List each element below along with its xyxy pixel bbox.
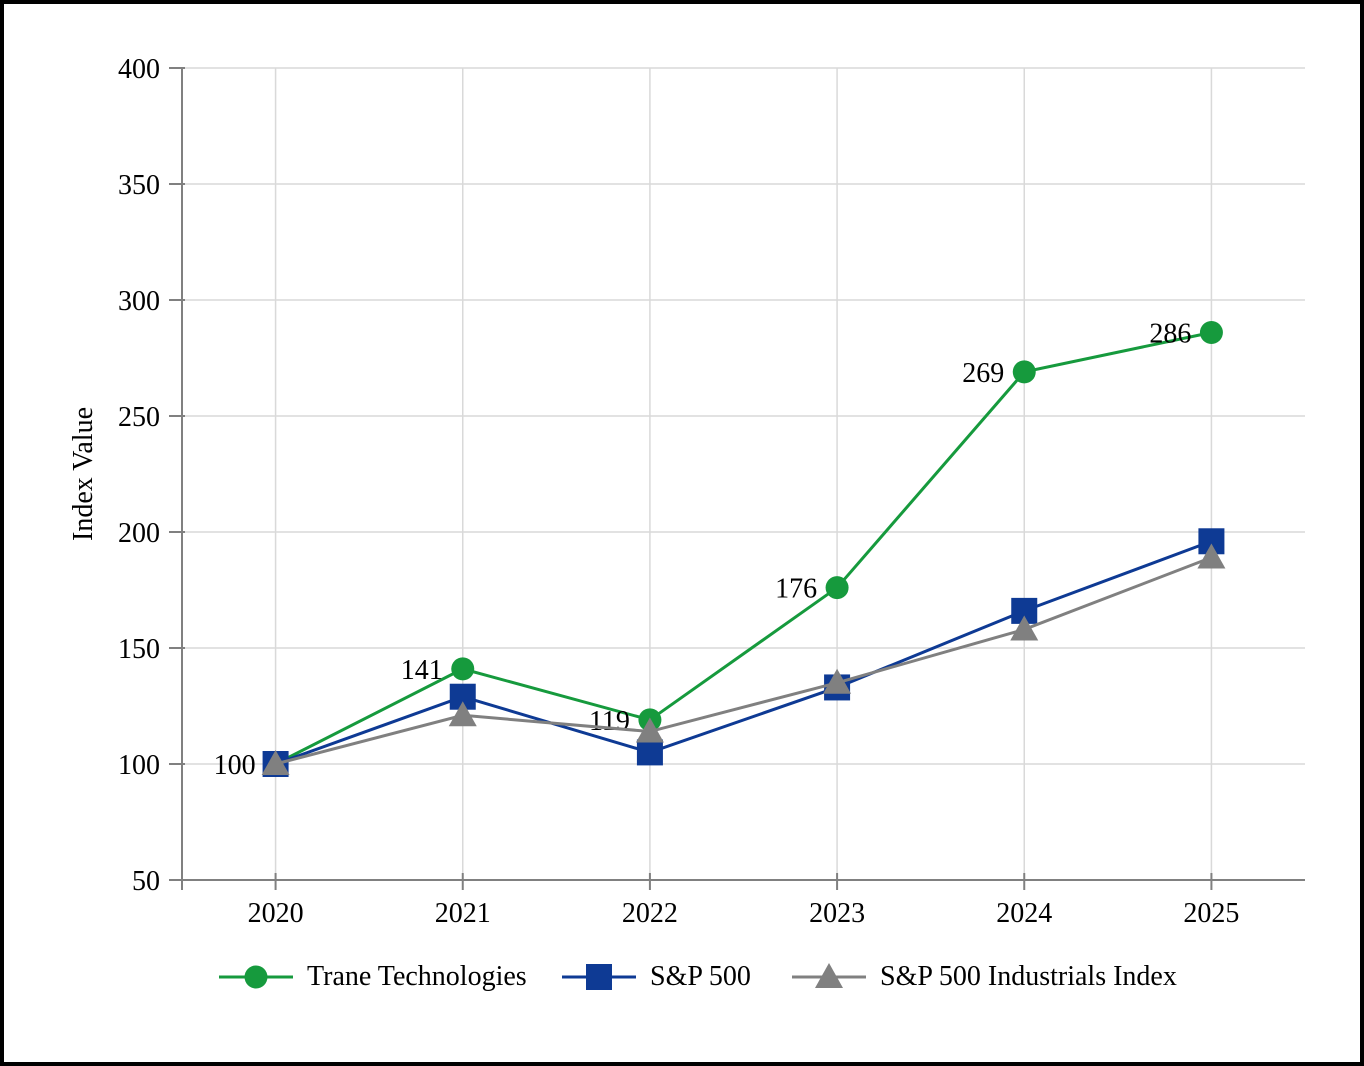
data-point-label: 141 (401, 655, 443, 686)
data-point-label: 269 (962, 358, 1004, 389)
performance-line-chart: 50 100 150 200 250 300 350 400 2020 2021 2022 2023 2… (68, 54, 1305, 929)
legend-label-sp500-industrials: S&P 500 Industrials Index (880, 961, 1177, 992)
legend-triangle-marker-icon (792, 959, 866, 995)
x-tick-label: 2023 (809, 898, 865, 929)
series-2 (261, 543, 1226, 775)
y-tick-label: 250 (118, 402, 160, 433)
y-tick-label: 350 (118, 170, 160, 201)
legend-circle-marker-icon (219, 959, 293, 995)
x-tick-label: 2020 (248, 898, 304, 929)
data-point-label: 176 (775, 574, 817, 605)
series-line (274, 331, 1212, 766)
legend-triangle-marker (815, 963, 843, 988)
x-tick-label: 2022 (622, 898, 678, 929)
y-axis-title: Index Value (68, 407, 99, 541)
data-point-triangle-marker (448, 701, 477, 727)
legend-label-trane-technologies: Trane Technologies (307, 961, 527, 992)
y-tick-label: 300 (118, 286, 160, 317)
y-tick-label: 200 (118, 518, 160, 549)
series-0: 100 141 119 176 269 286 (214, 318, 1223, 781)
y-tick-label: 150 (118, 634, 160, 665)
legend-marker-graphic (562, 964, 636, 990)
series-line (275, 556, 1212, 766)
data-point-circle-marker (451, 657, 475, 681)
x-tick-label: 2021 (435, 898, 491, 929)
data-point-label: 286 (1149, 318, 1191, 349)
legend-square-marker-icon (562, 959, 636, 995)
axes: 50 100 150 200 250 300 350 400 2020 2021 2022 2023 2… (118, 54, 1305, 929)
data-point-triangle-marker (1010, 615, 1039, 641)
data-point-triangle-marker (261, 750, 290, 775)
x-tick-label: 2024 (996, 898, 1052, 929)
legend-item-trane-technologies: Trane Technologies (219, 955, 527, 999)
legend-circle-marker (244, 965, 268, 989)
gridlines (182, 67, 1305, 880)
y-tick-label: 400 (118, 54, 160, 85)
legend-square-marker (586, 964, 612, 990)
legend-item-sp500: S&P 500 (562, 955, 751, 999)
data-point-circle-marker (1012, 360, 1036, 384)
legend-label-sp500: S&P 500 (650, 961, 751, 992)
data-point-triangle-marker (635, 717, 664, 743)
legend-marker-graphic (792, 963, 866, 988)
data-point-circle-marker (825, 576, 849, 600)
series-line (275, 539, 1212, 766)
data-point-circle-marker (1199, 320, 1223, 344)
y-tick-label: 100 (118, 750, 160, 781)
data-point-triangle-marker (1197, 543, 1226, 569)
data-point-square-marker (636, 739, 663, 766)
legend-marker-graphic (219, 965, 293, 989)
legend-item-sp500-industrials: S&P 500 Industrials Index (792, 955, 1177, 999)
data-point-label: 119 (589, 706, 630, 737)
chart-legend: Trane Technologies S&P 500 S&P 500 Indus… (4, 955, 1360, 999)
data-point-label: 100 (214, 750, 256, 781)
x-tick-label: 2025 (1183, 898, 1239, 929)
y-tick-label: 50 (132, 866, 160, 897)
data-point-triangle-marker (823, 668, 852, 694)
